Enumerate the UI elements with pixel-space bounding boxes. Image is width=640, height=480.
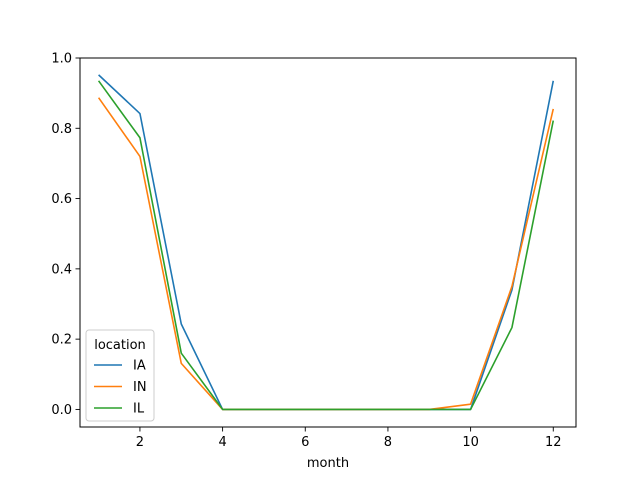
x-tick-label: 6	[301, 435, 309, 450]
x-axis-label: month	[307, 456, 349, 471]
x-tick-label: 4	[218, 435, 226, 450]
y-axis: 0.0 0.2 0.4 0.6 0.8 1.0	[51, 52, 80, 418]
legend-box	[85, 329, 155, 422]
y-tick-label: 0.8	[51, 122, 72, 137]
plot-lines	[97, 74, 555, 411]
y-tick-label: 0.0	[51, 403, 72, 418]
legend-label-in: IN	[133, 380, 147, 395]
series-line-il	[97, 80, 555, 411]
y-tick-label: 1.0	[51, 52, 72, 67]
x-tick-label: 10	[462, 435, 479, 450]
legend: location IA IN IL	[85, 329, 155, 422]
legend-label-ia: IA	[133, 359, 146, 374]
y-tick-label: 0.2	[51, 333, 72, 348]
series-line-ia	[98, 74, 555, 411]
legend-entries: IA IN IL	[94, 359, 147, 417]
legend-title: location	[94, 338, 146, 353]
legend-label-il: IL	[133, 402, 145, 417]
y-tick-label: 0.6	[51, 192, 72, 207]
x-tick-label: 8	[384, 435, 392, 450]
x-tick-label: 12	[545, 435, 562, 450]
plot-frame	[79, 57, 577, 428]
x-axis: 2 4 6 8 10 12	[136, 427, 562, 450]
y-tick-label: 0.4	[51, 262, 72, 277]
x-tick-label: 2	[136, 435, 144, 450]
